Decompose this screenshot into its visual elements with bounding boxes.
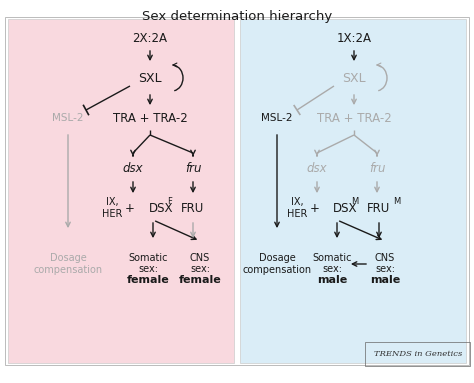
Text: 1X:2A: 1X:2A	[337, 31, 372, 44]
Text: MSL-2: MSL-2	[261, 113, 293, 123]
Text: dsx: dsx	[123, 162, 143, 175]
Text: female: female	[179, 275, 221, 285]
Text: CNS: CNS	[190, 253, 210, 263]
Text: MSL-2: MSL-2	[52, 113, 84, 123]
FancyBboxPatch shape	[8, 19, 234, 363]
Text: TRA + TRA-2: TRA + TRA-2	[317, 111, 392, 124]
Text: fru: fru	[185, 162, 201, 175]
Text: M: M	[351, 196, 358, 206]
Text: IX,
HER: IX, HER	[102, 197, 122, 219]
Text: +: +	[310, 201, 320, 214]
Text: CNS: CNS	[375, 253, 395, 263]
Text: sex:: sex:	[375, 264, 395, 274]
Text: Dosage
compensation: Dosage compensation	[34, 253, 102, 275]
Text: 2X:2A: 2X:2A	[133, 31, 167, 44]
Text: SXL: SXL	[342, 72, 366, 85]
Text: DSX: DSX	[149, 201, 173, 214]
Text: IX,
HER: IX, HER	[287, 197, 307, 219]
Text: FRU: FRU	[367, 201, 391, 214]
FancyBboxPatch shape	[240, 19, 466, 363]
Text: dsx: dsx	[307, 162, 328, 175]
Text: sex:: sex:	[138, 264, 158, 274]
Text: TRA + TRA-2: TRA + TRA-2	[113, 111, 187, 124]
Text: male: male	[370, 275, 400, 285]
Text: M: M	[393, 196, 400, 206]
Text: SXL: SXL	[138, 72, 162, 85]
Text: TRENDS in Genetics: TRENDS in Genetics	[374, 350, 462, 358]
Text: Sex determination hierarchy: Sex determination hierarchy	[142, 10, 332, 23]
Text: Dosage
compensation: Dosage compensation	[242, 253, 311, 275]
Text: DSX: DSX	[333, 201, 357, 214]
FancyBboxPatch shape	[5, 17, 469, 365]
Text: female: female	[127, 275, 169, 285]
Text: +: +	[125, 201, 135, 214]
Text: sex:: sex:	[190, 264, 210, 274]
Text: fru: fru	[369, 162, 385, 175]
Text: male: male	[317, 275, 347, 285]
Text: FRU: FRU	[182, 201, 205, 214]
Text: F: F	[167, 196, 172, 206]
Text: Somatic: Somatic	[312, 253, 352, 263]
Text: sex:: sex:	[322, 264, 342, 274]
Text: Somatic: Somatic	[128, 253, 168, 263]
